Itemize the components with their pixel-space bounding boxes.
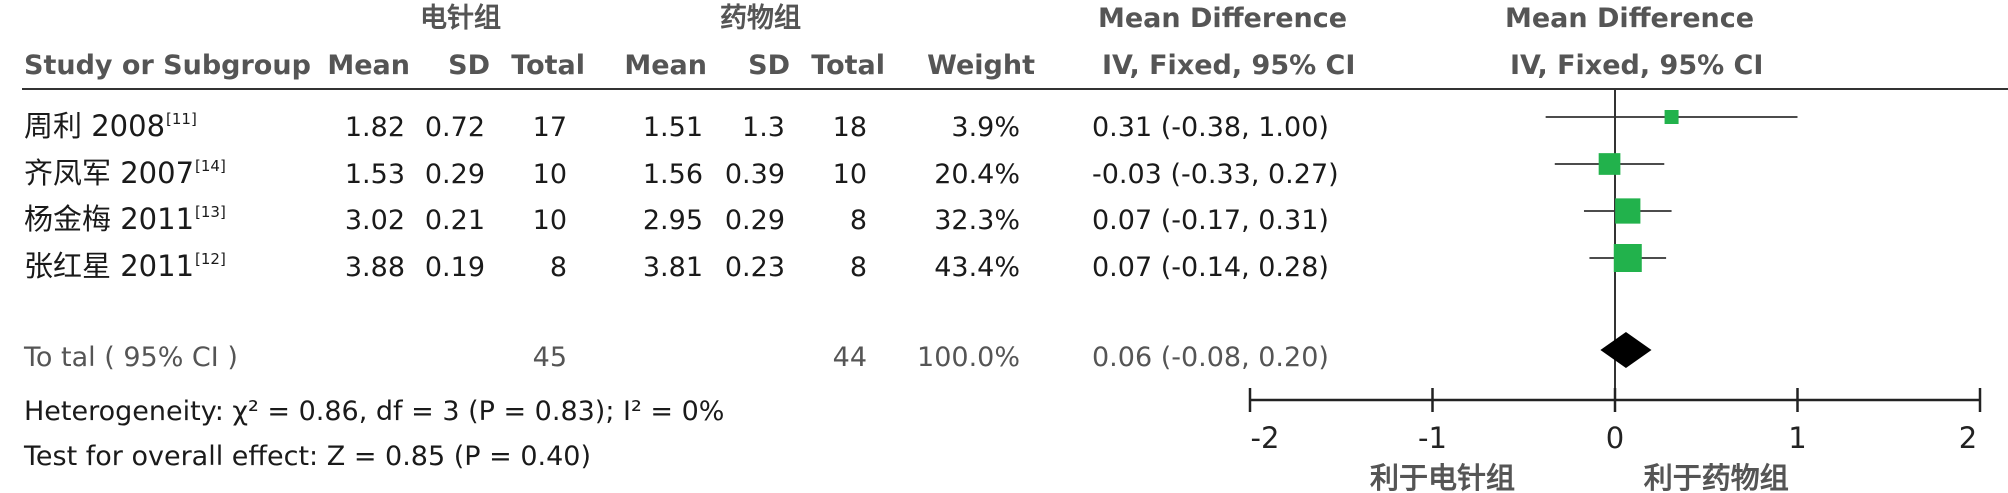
md-title-left: Mean Difference xyxy=(1098,3,1348,34)
ci-header-left: IV, Fixed, 95% CI xyxy=(1102,50,1356,81)
study-name: 张红星 2011[12] xyxy=(24,252,226,281)
cell-weight: 32.3% xyxy=(934,205,1020,236)
study-marker xyxy=(1664,110,1679,124)
cell-total1: 8 xyxy=(549,252,567,283)
study-name: 杨金梅 2011[13] xyxy=(24,205,226,234)
x-tick-label: 2 xyxy=(1959,421,1977,455)
study-name: 齐凤军 2007[14] xyxy=(24,159,226,188)
axis-label-right: 利于药物组 xyxy=(1644,461,1789,493)
cell-sd2: 0.29 xyxy=(724,205,785,236)
cell-total2: 18 xyxy=(832,112,867,143)
cell-total2: 10 xyxy=(832,159,867,190)
cell-ci: 0.07 (-0.17, 0.31) xyxy=(1092,205,1329,236)
sd2-header: SD xyxy=(748,50,790,81)
total2-header: Total xyxy=(811,50,885,81)
study-reference: [12] xyxy=(195,250,226,268)
sd1-header: SD xyxy=(448,50,490,81)
study-marker xyxy=(1598,153,1621,175)
cell-weight: 20.4% xyxy=(934,159,1020,190)
cell-mean1: 1.82 xyxy=(344,112,405,143)
x-tick-label: -2 xyxy=(1251,421,1280,455)
cell-sd1: 0.21 xyxy=(424,205,485,236)
header-divider xyxy=(22,88,2008,90)
axis-label-left: 利于电针组 xyxy=(1370,461,1515,493)
cell-ci: -0.03 (-0.33, 0.27) xyxy=(1092,159,1339,190)
x-tick-label: 0 xyxy=(1606,421,1624,455)
cell-mean1: 1.53 xyxy=(344,159,405,190)
cell-ci: 0.07 (-0.14, 0.28) xyxy=(1092,252,1329,283)
mean1-header: Mean xyxy=(327,50,410,81)
study-label: 张红星 2011 xyxy=(24,249,195,283)
cell-total2: 8 xyxy=(849,205,867,236)
study-reference: [14] xyxy=(195,157,226,175)
study-column-header: Study or Subgroup xyxy=(24,50,311,81)
study-label: 周利 2008 xyxy=(24,109,166,143)
study-marker xyxy=(1613,244,1642,272)
cell-ci: 0.31 (-0.38, 1.00) xyxy=(1092,112,1329,143)
study-label: 齐凤军 2007 xyxy=(24,156,195,190)
cell-total1: 17 xyxy=(532,112,567,143)
cell-mean1: 3.88 xyxy=(344,252,405,283)
cell-total1: 10 xyxy=(532,205,567,236)
cell-sd1: 0.72 xyxy=(424,112,485,143)
total1-header: Total xyxy=(511,50,585,81)
cell-sd2: 0.23 xyxy=(724,252,785,283)
weight-header: Weight xyxy=(927,50,1035,81)
cell-sd2: 1.3 xyxy=(742,112,785,143)
study-marker xyxy=(1615,198,1641,224)
cell-total1: 10 xyxy=(532,159,567,190)
total-ci: 0.06 (-0.08, 0.20) xyxy=(1092,342,1329,373)
cell-mean1: 3.02 xyxy=(344,205,405,236)
cell-mean2: 1.51 xyxy=(642,112,703,143)
cell-mean2: 3.81 xyxy=(642,252,703,283)
total1-value: 45 xyxy=(532,342,567,373)
cell-mean2: 2.95 xyxy=(642,205,703,236)
study-label: 杨金梅 2011 xyxy=(24,202,195,236)
study-reference: [11] xyxy=(166,110,197,128)
x-tick-label: 1 xyxy=(1788,421,1806,455)
group2-header: 药物组 xyxy=(720,3,801,34)
total-weight: 100.0% xyxy=(917,342,1020,373)
total2-value: 44 xyxy=(832,342,867,373)
cell-sd1: 0.29 xyxy=(424,159,485,190)
md-title-right: Mean Difference xyxy=(1505,3,1755,34)
ci-header-right: IV, Fixed, 95% CI xyxy=(1510,50,1764,81)
total-label: To tal ( 95% CI ) xyxy=(24,342,238,373)
study-name: 周利 2008[11] xyxy=(24,112,197,141)
mean2-header: Mean xyxy=(624,50,707,81)
x-tick-label: -1 xyxy=(1418,421,1447,455)
cell-mean2: 1.56 xyxy=(642,159,703,190)
cell-sd2: 0.39 xyxy=(724,159,785,190)
study-reference: [13] xyxy=(195,203,226,221)
group1-header: 电针组 xyxy=(420,3,501,34)
heterogeneity-text: Heterogeneity: χ² = 0.86, df = 3 (P = 0.… xyxy=(24,396,725,427)
cell-sd1: 0.19 xyxy=(424,252,485,283)
cell-weight: 43.4% xyxy=(934,252,1020,283)
cell-total2: 8 xyxy=(849,252,867,283)
cell-weight: 3.9% xyxy=(951,112,1020,143)
overall-effect-text: Test for overall effect: Z = 0.85 (P = 0… xyxy=(24,441,591,472)
pooled-diamond xyxy=(1600,332,1652,368)
